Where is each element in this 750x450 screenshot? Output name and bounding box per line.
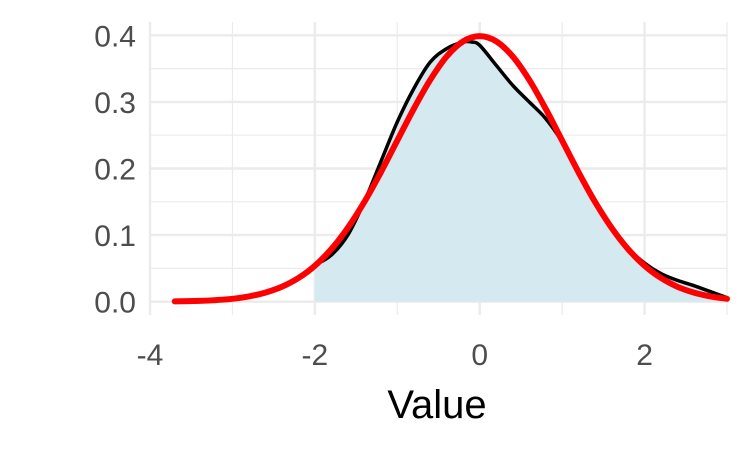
empirical-density-line — [313, 39, 728, 300]
x-tick-label: 0 — [471, 339, 488, 372]
x-tick-labels: -4 -2 0 2 — [137, 339, 653, 372]
y-tick-label: 0.2 — [94, 154, 136, 187]
y-tick-label: 0.0 — [94, 287, 136, 320]
x-tick-label: 2 — [636, 339, 653, 372]
line-layer — [171, 33, 730, 305]
x-tick-label: -4 — [137, 339, 164, 372]
y-tick-label: 0.4 — [94, 20, 136, 53]
y-tick-label: 0.3 — [94, 87, 136, 120]
x-tick-label: -2 — [302, 339, 329, 372]
y-tick-label: 0.1 — [94, 220, 136, 253]
y-tick-labels: 0.0 0.1 0.2 0.3 0.4 — [94, 20, 136, 319]
normal-curve-line — [171, 33, 730, 305]
x-axis-title: Value — [387, 383, 486, 427]
